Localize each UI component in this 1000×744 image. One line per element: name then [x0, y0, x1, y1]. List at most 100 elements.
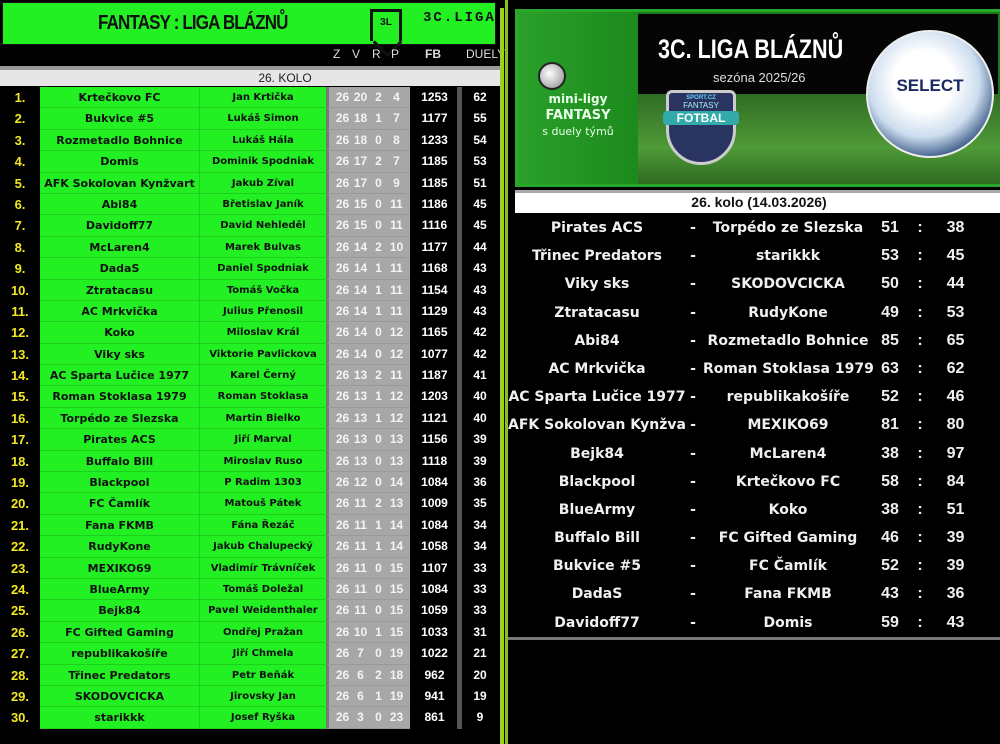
played: 26 [335, 132, 350, 147]
draws: 1 [375, 303, 382, 318]
played: 26 [335, 175, 350, 190]
team-name: AC Sparta Lučice 1977 [40, 365, 200, 387]
standings-title: FANTASY : LIGA BLÁZNŮ [98, 12, 288, 34]
stats: 26 17 0 9 [326, 172, 410, 194]
team-name: Rozmetadlo Bohnice [40, 129, 200, 152]
played: 26 [335, 581, 350, 596]
dash: - [690, 220, 696, 236]
match-row: AC Sparta Lučice 1977 - republikakošíře … [508, 383, 1000, 411]
duel-points: 35 [473, 496, 487, 511]
fb-points: 1084 [421, 475, 448, 490]
losses: 4 [393, 90, 400, 104]
stats: 26 15 0 11 [326, 215, 410, 237]
banner-duely: s duely týmů [542, 125, 614, 138]
draws: 1 [375, 261, 382, 276]
draws: 1 [375, 624, 382, 639]
banner-title: 3C. LIGA BLÁZNŮ [658, 34, 844, 64]
duel-points: 45 [473, 218, 487, 233]
team-name: Viky sks [40, 343, 200, 366]
draws: 0 [375, 475, 382, 490]
home-team: Viky sks [564, 276, 630, 293]
fb-points: 1121 [421, 410, 448, 425]
away-score: 84 [946, 472, 965, 490]
fb-points: 1168 [421, 261, 448, 276]
results-round-title: 26. kolo (14.03.2026) [515, 190, 1000, 213]
rank: 7. [14, 218, 26, 234]
draws: 0 [375, 453, 382, 468]
played: 26 [335, 710, 350, 725]
round-label: 26. KOLO [0, 66, 500, 86]
played: 26 [335, 496, 350, 511]
duel-points: 33 [473, 603, 487, 618]
league-banner: mini-ligy FANTASY s duely týmů 3C. LIGA … [515, 9, 1000, 187]
duel-points: 62 [473, 90, 487, 104]
rank: 19. [10, 475, 30, 491]
table-row: 29. SKODOVCICKA Jirovsky Jan 26 6 1 19 941 … [0, 685, 500, 708]
fb-points: 1185 [421, 175, 448, 190]
rank: 10. [10, 282, 30, 298]
score-colon: : [917, 500, 923, 518]
away-team: FC Gifted Gaming [718, 530, 858, 547]
home-score: 49 [881, 303, 899, 321]
fb-points: 1129 [421, 303, 448, 318]
dash: - [690, 473, 696, 490]
duel-points: 43 [473, 282, 487, 297]
home-team: AC Mrkvička [548, 360, 646, 377]
away-team: FC Čamlík [749, 558, 827, 575]
score-colon: : [917, 275, 923, 293]
fantasy-fotbal-logo: SPORT.CZ FANTASY FOTBAL [663, 90, 739, 165]
fb-points: 1116 [421, 218, 448, 233]
team-name: Bejk84 [40, 600, 200, 622]
losses: 11 [390, 218, 403, 233]
losses: 13 [389, 432, 404, 447]
standings-header: FANTASY : LIGA BLÁZNŮ 3L 3C.LIGA [2, 2, 496, 45]
away-score: 39 [946, 557, 965, 575]
table-row: 15. Roman Stoklasa 1979 Roman Stoklasa 2… [0, 386, 500, 408]
draws: 0 [375, 218, 382, 233]
manager-name: Martin Bielko [200, 407, 326, 430]
home-score: 43 [881, 585, 899, 603]
losses: 12 [389, 346, 404, 361]
manager-name: Matouš Pátek [200, 493, 326, 515]
played: 26 [335, 303, 350, 318]
stats: 26 11 2 13 [326, 493, 410, 515]
team-name: FC Gifted Gaming [40, 621, 200, 644]
dash: - [690, 501, 696, 518]
manager-name: Jirovsky Jan [200, 685, 326, 708]
home-team: Blackpool [558, 473, 636, 490]
losses: 14 [389, 475, 404, 490]
home-score: 58 [881, 472, 899, 490]
table-row: 20. FC Čamlík Matouš Pátek 26 11 2 13 1009 … [0, 493, 500, 515]
losses: 11 [390, 282, 403, 297]
draws: 0 [375, 175, 382, 190]
away-score: 46 [946, 388, 965, 406]
draws: 2 [375, 239, 382, 254]
home-team: Třinec Predators [531, 248, 663, 265]
manager-name: Roman Stoklasa [200, 386, 326, 408]
rank: 15. [10, 389, 30, 405]
col-p: P [391, 47, 400, 61]
rank: 5. [14, 175, 26, 191]
fb-points: 1233 [421, 132, 448, 147]
draws: 1 [375, 517, 382, 532]
played: 26 [335, 432, 350, 447]
wins: 14 [353, 239, 368, 254]
team-name: Abi84 [40, 193, 200, 216]
draws: 1 [375, 539, 382, 554]
standings-table: 1. Krtečkovo FC Jan Krtička 26 20 2 4 1253 … [0, 87, 500, 729]
stats: 26 15 0 11 [326, 193, 410, 216]
rank: 28. [10, 667, 30, 683]
manager-name: Miroslav Ruso [200, 450, 326, 473]
rank: 18. [10, 453, 30, 469]
away-score: 80 [946, 416, 965, 434]
table-row: 9. DadaS Daniel Spodniak 26 14 1 11 1168 43 [0, 258, 500, 280]
dash: - [690, 558, 696, 575]
score-colon: : [917, 472, 923, 490]
team-name: Třinec Predators [40, 664, 200, 686]
home-score: 81 [881, 416, 899, 434]
manager-name: Lukáš Simon [200, 108, 326, 130]
column-headers: Z V R P FB DUELY [0, 45, 505, 62]
col-z: Z [333, 47, 341, 61]
dash: - [690, 304, 696, 321]
team-name: Fana FKMB [40, 514, 200, 537]
